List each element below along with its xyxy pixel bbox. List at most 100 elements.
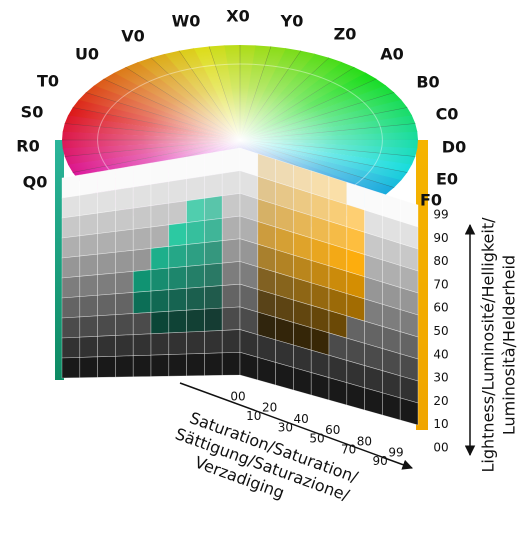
- plane-cell: [133, 227, 151, 250]
- plane-cell: [187, 154, 205, 179]
- hue-label: E0: [436, 170, 458, 189]
- plane-cell: [80, 254, 98, 276]
- plane-cell: [169, 201, 187, 225]
- plane-cell: [80, 316, 98, 337]
- hue-label: W0: [172, 12, 201, 31]
- plane-cell: [98, 231, 116, 254]
- plane-cell: [62, 216, 80, 238]
- saturation-tick: 30: [278, 420, 293, 434]
- hue-label: B0: [416, 73, 439, 92]
- plane-cell: [169, 157, 187, 182]
- plane-cell: [222, 239, 240, 263]
- plane-cell: [293, 368, 311, 395]
- plane-cell: [115, 208, 133, 231]
- hue-label: D0: [442, 138, 466, 157]
- saturation-tick: 20: [262, 401, 277, 415]
- colour-cylinder-diagram: Lightness/Luminosité/Helligkeit/ Luminos…: [0, 0, 520, 556]
- plane-cell: [62, 337, 80, 358]
- hue-label: C0: [436, 105, 459, 124]
- lightness-tick: 50: [433, 324, 448, 338]
- plane-cell: [80, 172, 98, 195]
- plane-cell: [169, 266, 187, 289]
- plane-cell: [62, 276, 80, 298]
- plane-cell: [169, 310, 187, 333]
- plane-cell: [222, 262, 240, 286]
- plane-cell: [365, 388, 383, 415]
- plane-cell: [222, 193, 240, 218]
- plane-cell: [187, 220, 205, 244]
- hue-label: V0: [121, 27, 145, 46]
- plane-cell: [400, 398, 418, 425]
- plane-cell: [115, 314, 133, 336]
- plane-cell: [133, 312, 151, 334]
- plane-cell: [115, 356, 133, 377]
- plane-cell: [204, 241, 222, 265]
- lightness-tick: 90: [433, 231, 448, 245]
- plane-cell: [169, 332, 187, 354]
- lightness-tick: 80: [433, 254, 448, 268]
- plane-cell: [151, 290, 169, 313]
- hue-label: Z0: [334, 25, 357, 44]
- hue-label: Q0: [23, 173, 48, 192]
- plane-cell: [222, 330, 240, 353]
- plane-cell: [115, 271, 133, 293]
- plane-cell: [151, 246, 169, 269]
- plane-cell: [169, 179, 187, 203]
- plane-cell: [276, 362, 294, 390]
- plane-cell: [151, 355, 169, 377]
- plane-cell: [62, 195, 80, 218]
- saturation-tick: 40: [294, 412, 309, 426]
- lightness-label: Lightness/Luminosité/Helligkeit/ Luminos…: [479, 217, 519, 473]
- plane-cell: [151, 160, 169, 184]
- plane-cell: [98, 252, 116, 274]
- plane-cell: [204, 151, 222, 176]
- plane-cell: [80, 234, 98, 256]
- plane-cell: [204, 286, 222, 310]
- hue-label: R0: [16, 137, 39, 156]
- plane-cell: [80, 336, 98, 357]
- plane-cell: [62, 357, 80, 378]
- plane-cell: [151, 333, 169, 355]
- plane-cell: [133, 206, 151, 230]
- hue-label: T0: [37, 72, 59, 91]
- hue-label: Y0: [280, 12, 304, 31]
- plane-cell: [62, 256, 80, 278]
- plane-cell: [240, 352, 258, 380]
- plane-cell: [133, 248, 151, 271]
- plane-cell: [115, 250, 133, 273]
- plane-cell: [62, 317, 80, 338]
- plane-cell: [329, 378, 347, 405]
- plane-cell: [169, 245, 187, 269]
- plane-cell: [187, 243, 205, 267]
- plane-cell: [115, 229, 133, 252]
- saturation-tick: 99: [388, 446, 403, 460]
- plane-cell: [133, 291, 151, 313]
- plane-cell: [187, 265, 205, 289]
- plane-cell: [222, 352, 240, 375]
- plane-cell: [98, 190, 116, 213]
- plane-cell: [151, 225, 169, 249]
- plane-cell: [151, 268, 169, 291]
- saturation-tick: 90: [373, 454, 388, 468]
- plane-cell: [115, 292, 133, 314]
- hue-label: U0: [75, 45, 99, 64]
- plane-cell: [98, 169, 116, 193]
- plane-cell: [98, 211, 116, 234]
- plane-cell: [98, 315, 116, 337]
- saturation-tick: 80: [357, 434, 372, 448]
- plane-cell: [204, 218, 222, 242]
- cylinder: [55, 45, 428, 430]
- plane-cell: [169, 288, 187, 311]
- plane-cell: [62, 236, 80, 258]
- plane-cell: [151, 182, 169, 206]
- plane-cell: [133, 334, 151, 356]
- saturation-tick: 10: [246, 409, 261, 423]
- plane-cell: [222, 171, 240, 196]
- plane-cell: [151, 203, 169, 227]
- plane-cell: [187, 309, 205, 332]
- plane-cell: [98, 335, 116, 356]
- lightness-tick: 70: [433, 277, 448, 291]
- lightness-tick: 60: [433, 301, 448, 315]
- plane-cell: [80, 357, 98, 378]
- saturation-tick: 70: [341, 443, 356, 457]
